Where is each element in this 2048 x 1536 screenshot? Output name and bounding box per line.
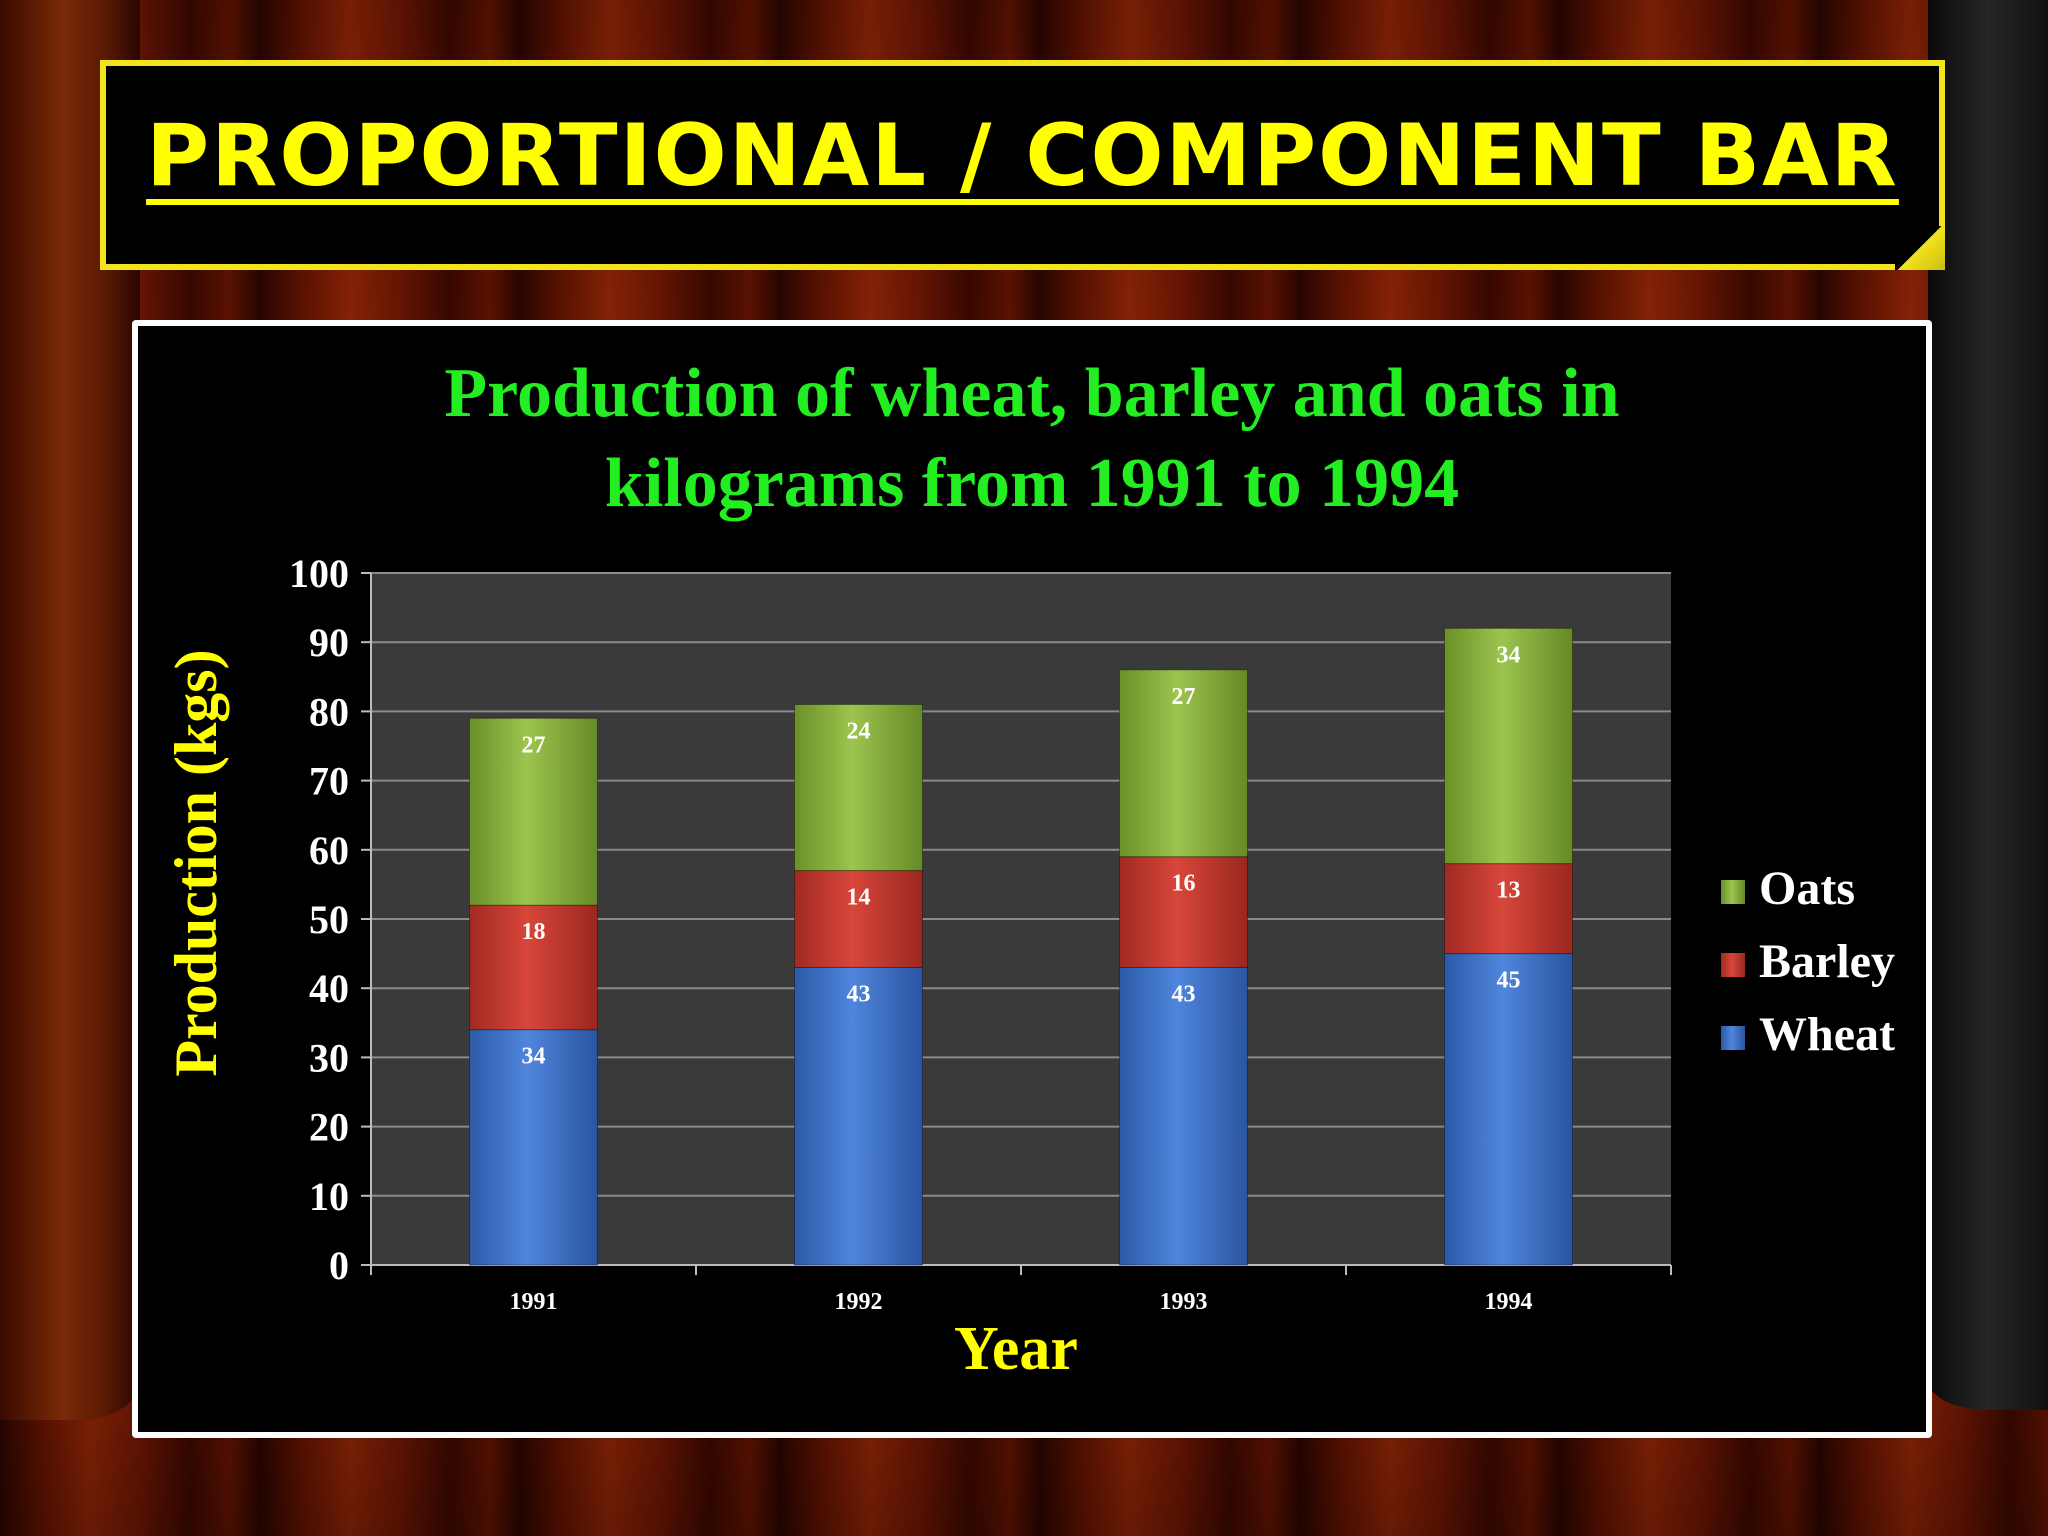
x-tick-label: 1992 [835, 1289, 883, 1315]
bar-barley-1992 [794, 870, 923, 968]
data-label-wheat-1993: 43 [1172, 981, 1196, 1007]
legend-swatch-oats [1721, 880, 1745, 904]
slide-title-box: PROPORTIONAL / COMPONENT BAR [100, 60, 1945, 270]
legend-label-wheat: Wheat [1759, 1008, 1895, 1061]
y-tick-label: 20 [309, 1105, 349, 1150]
bar-wheat-1993 [1119, 966, 1248, 1266]
bar-oats-1993 [1119, 669, 1248, 858]
data-label-oats-1994: 34 [1497, 642, 1521, 668]
title-box-folded-corner [1895, 226, 1945, 270]
bar-barley-1993 [1119, 856, 1248, 968]
y-tick-label: 100 [289, 551, 349, 596]
x-tick-label: 1991 [510, 1289, 558, 1315]
slide-title: PROPORTIONAL / COMPONENT BAR [146, 106, 1899, 206]
y-tick-label: 10 [309, 1174, 349, 1219]
y-tick-label: 50 [309, 897, 349, 942]
stacked-bar-chart: Production of wheat, barley and oats in … [163, 355, 1895, 1383]
bar-barley-1991 [469, 904, 598, 1031]
data-label-barley-1993: 16 [1172, 871, 1196, 897]
y-tick-label: 60 [309, 828, 349, 873]
data-label-barley-1994: 13 [1497, 878, 1521, 904]
chart-legend: Oats Barley Wheat [1721, 862, 1895, 1061]
chart-panel: Production of wheat, barley and oats in … [132, 320, 1932, 1438]
bar-wheat-1992 [794, 966, 923, 1266]
y-tick-label: 40 [309, 966, 349, 1011]
bar-oats-1994 [1444, 627, 1573, 865]
data-label-oats-1993: 27 [1172, 684, 1196, 710]
legend-swatch-barley [1721, 953, 1745, 977]
data-label-barley-1991: 18 [522, 919, 546, 945]
y-tick-label: 80 [309, 689, 349, 734]
x-tick-label: 1994 [1485, 1289, 1533, 1315]
bar-oats-1991 [469, 717, 598, 906]
x-tick-label: 1993 [1160, 1289, 1208, 1315]
legend-label-barley: Barley [1759, 935, 1895, 988]
data-label-wheat-1992: 43 [847, 981, 871, 1007]
bar-oats-1992 [794, 703, 923, 872]
chart-title-line2: kilograms from 1991 to 1994 [605, 445, 1459, 522]
y-tick-label: 0 [329, 1243, 349, 1288]
bar-wheat-1994 [1444, 953, 1573, 1266]
data-label-wheat-1991: 34 [522, 1044, 546, 1070]
y-tick-label: 90 [309, 620, 349, 665]
y-tick-label: 30 [309, 1035, 349, 1080]
x-axis-label: Year [954, 1315, 1078, 1383]
legend-swatch-wheat [1721, 1026, 1745, 1050]
data-label-oats-1991: 27 [522, 732, 546, 758]
curtain-right-decoration [1928, 0, 2048, 1410]
data-label-oats-1992: 24 [847, 718, 871, 744]
data-label-wheat-1994: 45 [1497, 968, 1521, 994]
y-axis-label: Production (kgs) [163, 649, 229, 1076]
plot-area: 0 10 20 30 40 50 60 70 80 90 100 34 18 27 1991 43 14 24 19… [289, 551, 1672, 1315]
legend-label-oats: Oats [1759, 862, 1855, 915]
data-label-barley-1992: 14 [847, 885, 871, 911]
chart-title-line1: Production of wheat, barley and oats in [444, 355, 1619, 432]
y-tick-label: 70 [309, 759, 349, 804]
